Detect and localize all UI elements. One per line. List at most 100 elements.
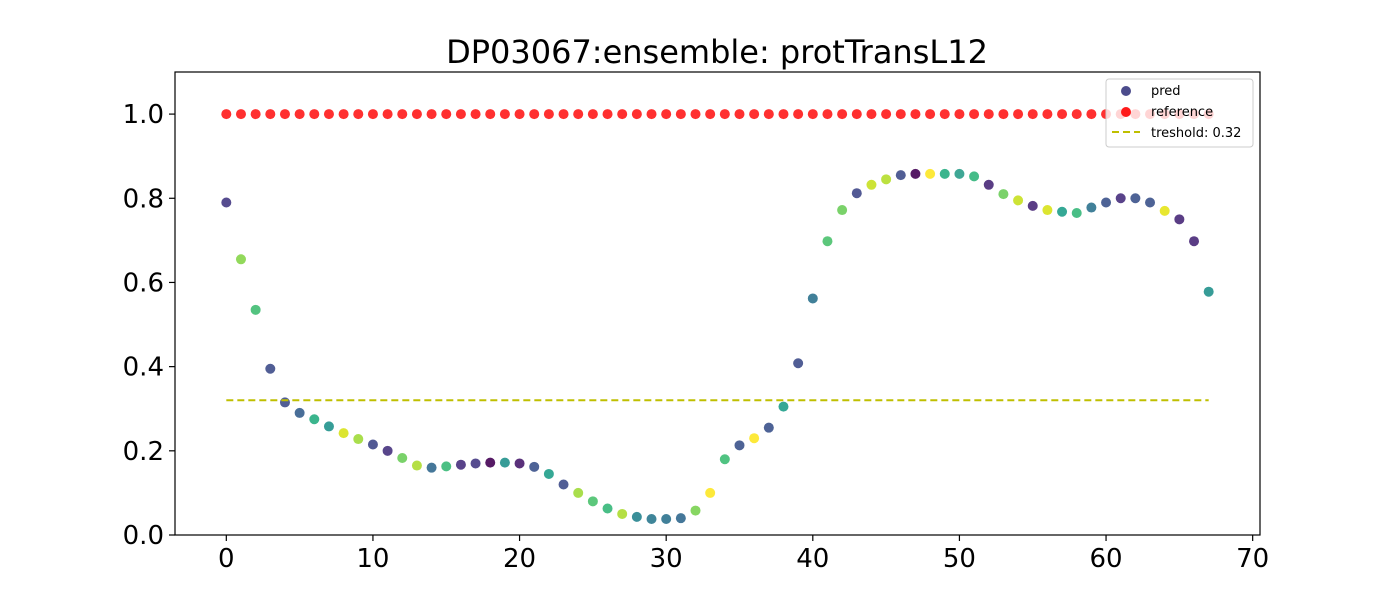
reference-point bbox=[558, 109, 569, 120]
pred-point bbox=[881, 174, 892, 185]
pred-point bbox=[294, 407, 305, 418]
pred-point bbox=[969, 171, 980, 182]
reference-point bbox=[426, 109, 437, 120]
pred-point bbox=[323, 421, 334, 432]
reference-point bbox=[1071, 109, 1082, 120]
reference-point bbox=[807, 109, 818, 120]
pred-point bbox=[426, 462, 437, 473]
pred-point bbox=[866, 179, 877, 190]
reference-point bbox=[587, 109, 598, 120]
legend-reference-marker bbox=[1121, 107, 1131, 117]
pred-point bbox=[353, 434, 364, 445]
pred-point bbox=[397, 452, 408, 463]
pred-point bbox=[543, 468, 554, 479]
pred-point bbox=[529, 461, 540, 472]
reference-point bbox=[631, 109, 642, 120]
pred-point bbox=[411, 460, 422, 471]
reference-point bbox=[470, 109, 481, 120]
pred-point bbox=[719, 454, 730, 465]
pred-point bbox=[1130, 193, 1141, 204]
reference-point bbox=[397, 109, 408, 120]
pred-point bbox=[265, 363, 276, 374]
reference-point bbox=[661, 109, 672, 120]
pred-point bbox=[1027, 200, 1038, 211]
legend-threshold-label: treshold: 0.32 bbox=[1151, 126, 1241, 141]
reference-point bbox=[851, 109, 862, 120]
pred-point bbox=[763, 422, 774, 433]
reference-point bbox=[763, 109, 774, 120]
y-tick-label: 0.0 bbox=[123, 521, 164, 551]
pred-point bbox=[807, 293, 818, 304]
pred-point bbox=[485, 457, 496, 468]
pred-point bbox=[602, 503, 613, 514]
reference-point bbox=[734, 109, 745, 120]
reference-point bbox=[866, 109, 877, 120]
reference-point bbox=[221, 109, 232, 120]
reference-point bbox=[279, 109, 290, 120]
plot-frame bbox=[174, 71, 1261, 536]
reference-point bbox=[881, 109, 892, 120]
y-tick-label: 0.6 bbox=[123, 268, 164, 298]
reference-point bbox=[573, 109, 584, 120]
pred-point bbox=[1189, 236, 1200, 247]
reference-point bbox=[939, 109, 950, 120]
pred-point bbox=[837, 205, 848, 216]
legend-box bbox=[1105, 78, 1254, 148]
reference-point bbox=[441, 109, 452, 120]
pred-point bbox=[983, 179, 994, 190]
legend: pred reference treshold: 0.32 bbox=[1105, 78, 1254, 148]
pred-point bbox=[851, 188, 862, 199]
pred-point bbox=[793, 358, 804, 369]
reference-point bbox=[382, 109, 393, 120]
x-tick-label: 30 bbox=[650, 544, 683, 574]
pred-point bbox=[1071, 208, 1082, 219]
pred-point bbox=[675, 513, 686, 524]
pred-point bbox=[558, 479, 569, 490]
reference-point bbox=[617, 109, 628, 120]
pred-point bbox=[279, 397, 290, 408]
reference-point bbox=[250, 109, 261, 120]
x-tick-label: 40 bbox=[796, 544, 829, 574]
pred-point bbox=[954, 168, 965, 179]
pred-point bbox=[514, 458, 525, 469]
pred-point bbox=[1159, 205, 1170, 216]
axes-group: 0 10 20 30 40 50 60 70 0.0 0.2 0.4 0.6 0.8 1.0 bbox=[123, 71, 1269, 574]
pred-point bbox=[1145, 197, 1156, 208]
reference-point bbox=[514, 109, 525, 120]
legend-pred-label: pred bbox=[1151, 84, 1181, 99]
reference-point bbox=[265, 109, 276, 120]
pred-point bbox=[1115, 193, 1126, 204]
pred-point bbox=[1086, 202, 1097, 213]
reference-point bbox=[998, 109, 1009, 120]
reference-point bbox=[294, 109, 305, 120]
reference-point bbox=[1086, 109, 1097, 120]
pred-point bbox=[661, 514, 672, 525]
reference-point bbox=[822, 109, 833, 120]
reference-point bbox=[353, 109, 364, 120]
reference-point bbox=[925, 109, 936, 120]
pred-point bbox=[749, 433, 760, 444]
plot-series-group bbox=[221, 109, 1214, 525]
x-tick-label: 50 bbox=[943, 544, 976, 574]
reference-point bbox=[675, 109, 686, 120]
reference-point bbox=[485, 109, 496, 120]
pred-point bbox=[617, 508, 628, 519]
reference-point bbox=[602, 109, 613, 120]
reference-point bbox=[910, 109, 921, 120]
reference-point bbox=[1027, 109, 1038, 120]
pred-point bbox=[1174, 214, 1185, 225]
legend-reference-label: reference bbox=[1151, 105, 1213, 120]
pred-point bbox=[778, 401, 789, 412]
pred-point bbox=[235, 254, 246, 265]
pred-point bbox=[925, 168, 936, 179]
reference-point bbox=[778, 109, 789, 120]
pred-point bbox=[1203, 286, 1214, 297]
pred-point bbox=[441, 461, 452, 472]
reference-point bbox=[499, 109, 510, 120]
reference-point bbox=[954, 109, 965, 120]
pred-point bbox=[1013, 195, 1024, 206]
y-tick-label: 0.4 bbox=[123, 353, 164, 383]
reference-point bbox=[1042, 109, 1053, 120]
